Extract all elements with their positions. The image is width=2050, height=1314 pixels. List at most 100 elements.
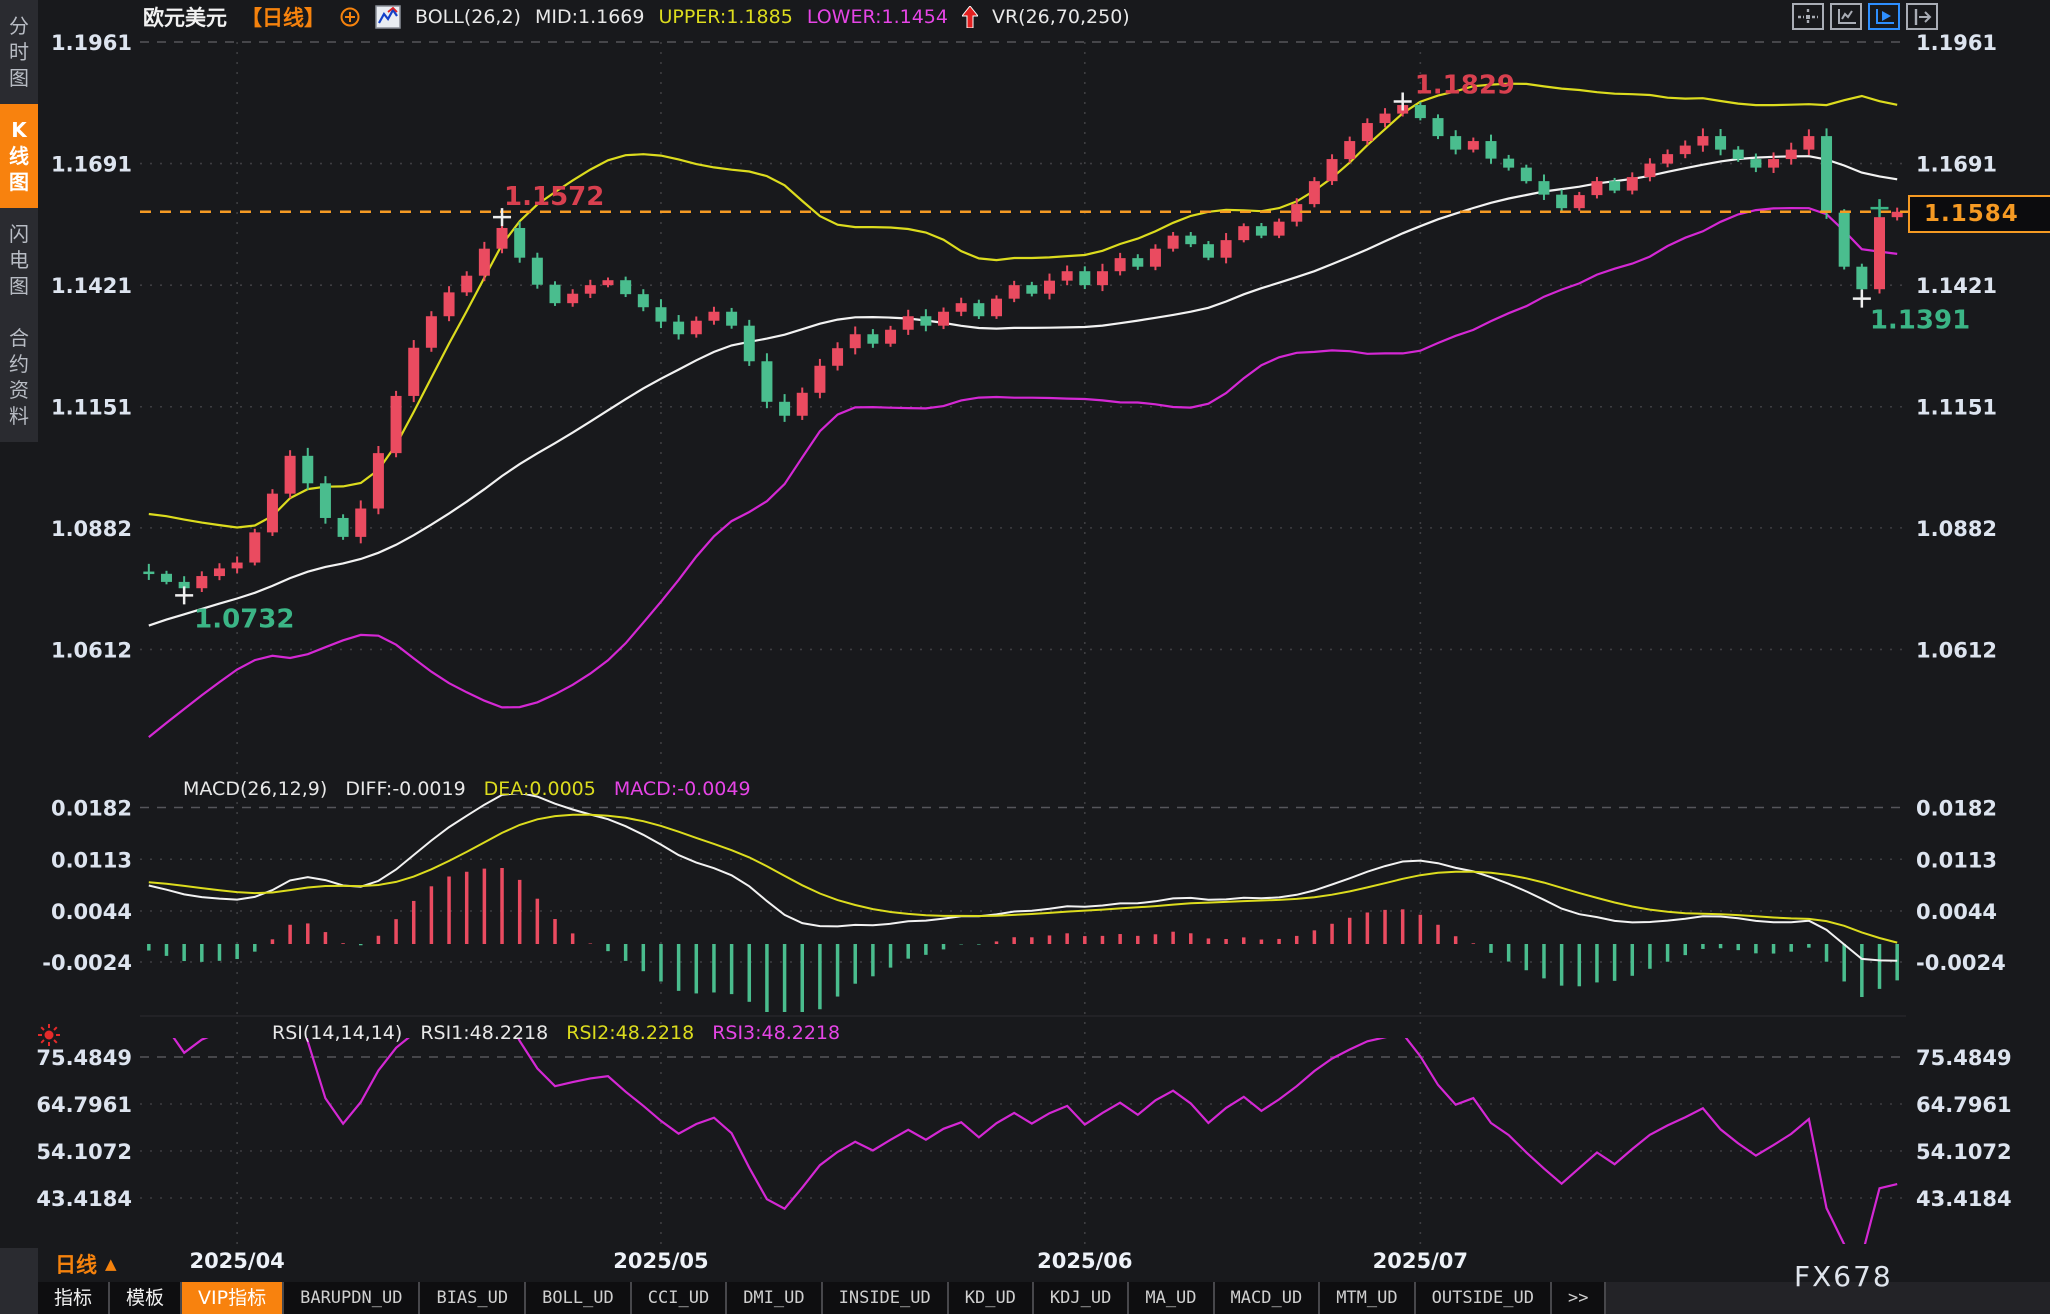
candle-body	[1732, 149, 1744, 160]
candle-body	[1414, 105, 1426, 119]
macd-axis-label: 0.0044	[51, 900, 132, 924]
candle-body	[302, 455, 314, 484]
candle-body	[1308, 181, 1320, 205]
candle-body	[284, 455, 296, 494]
candle-body	[1043, 280, 1055, 294]
sidebar-item[interactable]: 合约资料	[0, 312, 38, 442]
chart-header: 欧元美元 【日线】 BOLL(26,2) MID:1.1669 UPPER:1.…	[143, 2, 1130, 32]
macd-dea-value: DEA:0.0005	[483, 778, 596, 800]
indicator-tab-label: OUTSIDE_UD	[1431, 1288, 1534, 1308]
candle-body	[991, 298, 1003, 317]
rsi-axis-label: 54.1072	[1916, 1140, 2012, 1164]
candle-body	[690, 320, 702, 335]
candle-body	[319, 483, 331, 518]
rsi-axis-label: 64.7961	[1916, 1093, 2012, 1117]
watermark: FX678	[1794, 1260, 1893, 1293]
indicator-tab[interactable]: VIP指标	[182, 1282, 285, 1314]
candle-body	[1556, 194, 1568, 209]
toolbar-playback-icon[interactable]	[1868, 3, 1900, 30]
candle-body	[832, 348, 844, 366]
candle-body	[620, 280, 632, 295]
alert-dot-icon[interactable]	[36, 1022, 62, 1052]
candle-body	[514, 227, 526, 258]
indicator-tab[interactable]: INSIDE_UD	[822, 1282, 949, 1314]
price-axis-label: 1.1421	[51, 274, 132, 298]
indicator-tab[interactable]: KD_UD	[948, 1282, 1034, 1314]
macd-pane-header: MACD(26,12,9) DIFF:-0.0019 DEA:0.0005 MA…	[183, 778, 751, 800]
rsi-axis-label: 43.4184	[36, 1187, 132, 1211]
sidebar-item-label: 合约资料	[9, 326, 29, 428]
indicator-tab-label: >>	[1567, 1288, 1589, 1308]
indicator-tab[interactable]: MACD_UD	[1214, 1282, 1321, 1314]
mini-chart-icon[interactable]	[375, 5, 401, 29]
extreme-cross-marker	[1852, 289, 1871, 308]
candle-body	[143, 571, 155, 575]
candle-body	[1185, 235, 1197, 245]
candle-body	[1785, 149, 1797, 160]
symbol-title: 欧元美元	[143, 6, 227, 30]
price-axis-label: 1.0612	[1916, 638, 1997, 662]
candle-body	[1697, 136, 1709, 146]
toolbar-trend-axis-icon[interactable]	[1830, 3, 1862, 30]
macd-axis-label: -0.0024	[1916, 951, 2006, 975]
period-up-triangle-icon: ▲	[105, 1255, 117, 1273]
price-axis-label: 1.1961	[1916, 31, 1997, 55]
period-tag[interactable]: 【日线】	[241, 6, 325, 30]
candle-body	[1838, 212, 1850, 267]
candle-body	[1467, 141, 1479, 150]
indicator-tab[interactable]: BIAS_UD	[420, 1282, 527, 1314]
x-axis-month-label: 2025/05	[613, 1249, 708, 1273]
period-selector[interactable]: 日线 ▲	[55, 1249, 117, 1279]
indicator-tab-label: BIAS_UD	[436, 1288, 509, 1308]
indicator-tab[interactable]: DMI_UD	[727, 1282, 823, 1314]
candle-body	[779, 401, 791, 416]
sidebar-item-label: 闪电图	[9, 222, 29, 298]
price-axis-label: 1.1961	[51, 31, 132, 55]
extreme-cross-marker	[493, 208, 512, 227]
toolbar-shift-icon[interactable]	[1906, 3, 1938, 30]
extreme-cross-marker	[1393, 92, 1412, 111]
indicator-tab[interactable]: OUTSIDE_UD	[1415, 1282, 1552, 1314]
rsi2-value: RSI2:48.2218	[566, 1022, 695, 1044]
candle-body	[1132, 258, 1144, 267]
sidebar-item[interactable]: 分时图	[0, 0, 38, 104]
candle-body	[1291, 204, 1303, 222]
sidebar-item[interactable]: 闪电图	[0, 208, 38, 312]
candle-body	[1856, 266, 1868, 290]
candle-body	[1609, 181, 1621, 191]
candle-body	[1715, 136, 1727, 150]
price-axis-label: 1.0882	[1916, 517, 1997, 541]
indicator-tab[interactable]: MA_UD	[1129, 1282, 1215, 1314]
candle-body	[1591, 181, 1603, 196]
indicator-tab[interactable]: >>	[1551, 1282, 1607, 1314]
boll-label: BOLL(26,2)	[415, 6, 521, 28]
indicator-tab[interactable]: MTM_UD	[1320, 1282, 1416, 1314]
macd-macd-value: MACD:-0.0049	[613, 778, 751, 800]
indicator-tab-label: VIP指标	[198, 1287, 267, 1309]
indicator-tab[interactable]: KDJ_UD	[1033, 1282, 1130, 1314]
sidebar-item[interactable]: K线图	[0, 104, 38, 208]
rsi-pane	[172, 1038, 1898, 1244]
indicator-tab-label: CCI_UD	[647, 1288, 710, 1308]
indicator-tab[interactable]: 指标	[38, 1282, 111, 1314]
indicator-tab[interactable]: 模板	[110, 1282, 183, 1314]
plus-circle-icon[interactable]	[339, 6, 361, 28]
candle-body	[1344, 141, 1356, 160]
macd-axis-label: 0.0182	[1916, 797, 1997, 821]
last-price-value: 1.1584	[1924, 201, 2019, 227]
extreme-price-label: 1.1391	[1870, 306, 1970, 336]
candle-body	[1803, 136, 1815, 150]
indicator-tab[interactable]: CCI_UD	[631, 1282, 728, 1314]
rsi3-value: RSI3:48.2218	[712, 1022, 841, 1044]
toolbar-crosshair-icon[interactable]	[1792, 3, 1824, 30]
rsi-axis-label: 64.7961	[36, 1093, 132, 1117]
macd-axis-label: 0.0044	[1916, 900, 1997, 924]
bollinger-band-line	[148, 206, 1898, 738]
boll-mid-value: MID:1.1669	[534, 6, 645, 28]
indicator-tab[interactable]: BOLL_UD	[526, 1282, 632, 1314]
candle-body	[408, 347, 420, 396]
candle-body	[1114, 258, 1126, 272]
candle-body	[425, 316, 437, 348]
macd-diff-line	[148, 794, 1898, 962]
indicator-tab[interactable]: BARUPDN_UD	[284, 1282, 421, 1314]
